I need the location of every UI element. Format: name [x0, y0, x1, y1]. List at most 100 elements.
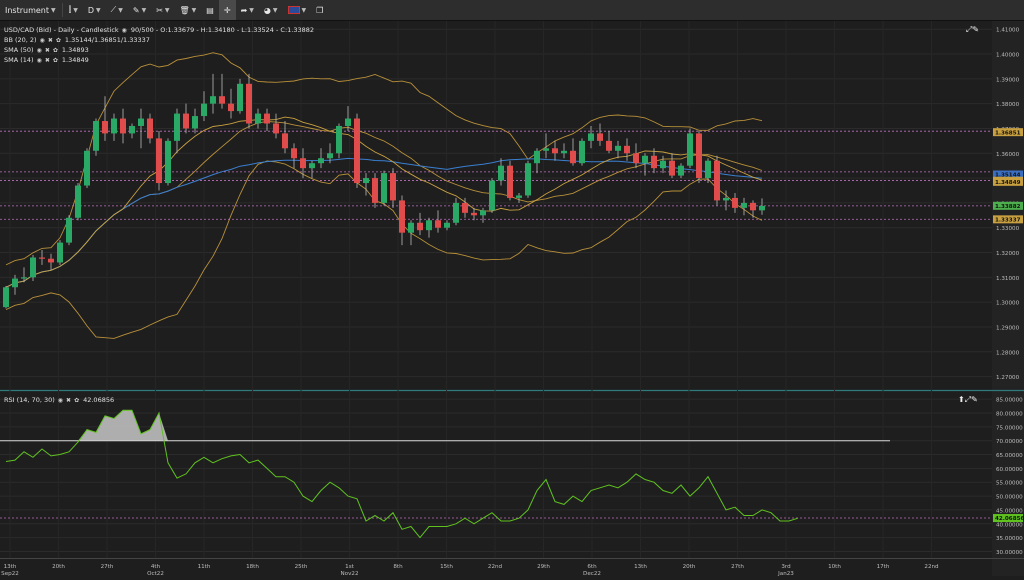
candle-body: [417, 222, 423, 231]
indicators-button[interactable]: ✎ ▼: [128, 0, 151, 20]
candle-body: [39, 257, 45, 259]
delete-button[interactable]: 🗑 ▼: [175, 0, 202, 20]
chevron-down-icon: ▼: [272, 6, 278, 14]
maximize-icon[interactable]: ⤢✎: [966, 25, 980, 34]
time-tick-label: 8th: [393, 564, 403, 570]
eye-icon[interactable]: ◉: [57, 396, 64, 404]
candle-body: [201, 103, 207, 117]
candle-body: [453, 202, 459, 223]
uk-flag-icon: [287, 6, 300, 14]
candle-body: [642, 155, 648, 164]
window-icon: ❐: [316, 5, 324, 15]
candle-body: [696, 133, 702, 179]
candle-body: [228, 103, 234, 112]
crosshair-button[interactable]: ✛: [218, 0, 236, 20]
time-tick-sublabel: Sep22: [1, 571, 19, 576]
candle-body: [102, 121, 108, 134]
chevron-down-icon: ▼: [191, 6, 197, 14]
rsi-tick-label: 75.00000: [996, 425, 1023, 431]
candle-body: [363, 178, 369, 184]
rsi-tick-label: 50.00000: [996, 495, 1023, 501]
chevron-down-icon: ▼: [118, 6, 123, 14]
objects-button[interactable]: ✂ ▼: [151, 0, 174, 20]
candle-body: [345, 118, 351, 126]
legend-label: RSI (14, 70, 30): [4, 396, 55, 404]
price-tag: [993, 170, 1023, 179]
gear-icon[interactable]: ✿: [52, 46, 58, 54]
candle-body: [516, 195, 522, 198]
close-icon[interactable]: ✖: [44, 56, 50, 64]
chart-type-button[interactable]: ⫿ ▼: [64, 0, 83, 20]
candle-body: [66, 217, 72, 243]
price-tick-label: 1.28000: [996, 350, 1020, 356]
candle-body: [444, 222, 450, 228]
templates-button[interactable]: ▤: [201, 0, 219, 20]
theme-button[interactable]: ◕ ▼: [259, 0, 283, 20]
candle-body: [408, 222, 414, 233]
pen-icon: ✎: [132, 5, 140, 15]
candle-body: [3, 287, 9, 308]
pane-controls-icon[interactable]: ⬆⤢✎: [958, 395, 978, 404]
legend-label: SMA (50): [4, 46, 34, 54]
crosshair-icon: ✛: [223, 5, 231, 15]
price-tag: [993, 177, 1023, 186]
drawing-tools-button[interactable]: ⟋ ▼: [106, 0, 128, 20]
candle-body: [237, 83, 243, 112]
gear-icon[interactable]: ✿: [55, 36, 61, 44]
close-icon[interactable]: ✖: [66, 396, 72, 404]
chevron-down-icon: ▼: [51, 6, 56, 14]
candle-body: [129, 125, 135, 134]
candle-body: [282, 133, 288, 149]
share-icon: ➦: [240, 5, 248, 15]
chart-canvas[interactable]: 1.410001.400001.390001.380001.370001.360…: [0, 21, 1024, 577]
candle-body: [309, 163, 315, 169]
candle-body: [480, 210, 486, 216]
line-tool-icon: ⟋: [110, 5, 117, 14]
candle-body: [615, 145, 621, 151]
candle-body: [435, 220, 441, 228]
rsi-tick-label: 80.00000: [996, 412, 1023, 418]
candle-body: [534, 150, 540, 164]
time-tick-sublabel: Nov22: [340, 571, 358, 576]
candle-body: [543, 148, 549, 151]
price-tag: [993, 215, 1023, 224]
candle-body: [660, 160, 666, 169]
candle-body: [318, 158, 324, 164]
legend-value: 1.34849: [61, 56, 89, 64]
candle-body: [579, 140, 585, 164]
eye-icon[interactable]: ◉: [36, 46, 42, 54]
time-tick-label: 22nd: [488, 564, 503, 570]
gear-icon[interactable]: ✿: [74, 396, 80, 404]
candle-body: [255, 113, 261, 124]
legend-label: SMA (14): [4, 56, 34, 64]
time-tick-label: 13th: [4, 564, 17, 570]
eye-icon[interactable]: ◉: [36, 56, 42, 64]
time-tick-label: 27th: [101, 564, 114, 570]
chart-area[interactable]: 1.410001.400001.390001.380001.370001.360…: [0, 21, 1024, 577]
close-icon[interactable]: ✖: [47, 36, 53, 44]
instrument-label: Instrument: [5, 5, 50, 15]
candle-body: [84, 150, 90, 186]
gear-icon[interactable]: ✿: [52, 56, 58, 64]
candle-body: [471, 212, 477, 216]
time-tick-label: 10th: [828, 564, 841, 570]
instrument-menu[interactable]: Instrument ▼: [0, 0, 61, 20]
candle-body: [750, 202, 756, 211]
candle-body: [354, 118, 360, 184]
eye-icon[interactable]: ◉: [121, 26, 127, 34]
chevron-down-icon: ▼: [249, 6, 254, 14]
chevron-down-icon: ▼: [73, 6, 78, 14]
time-tick-label: 18th: [246, 564, 259, 570]
candle-body: [624, 145, 630, 154]
window-button[interactable]: ❐: [311, 0, 328, 20]
candle-body: [147, 118, 153, 139]
close-icon[interactable]: ✖: [44, 46, 50, 54]
eye-icon[interactable]: ◉: [39, 36, 45, 44]
candle-body: [399, 200, 405, 233]
time-tick-label: 27th: [731, 564, 744, 570]
share-button[interactable]: ➦ ▼: [236, 0, 259, 20]
language-button[interactable]: ▼: [283, 0, 312, 20]
legend-value: 1.34893: [61, 46, 89, 54]
candle-body: [21, 277, 27, 279]
timeframe-menu[interactable]: D ▼: [83, 0, 106, 20]
